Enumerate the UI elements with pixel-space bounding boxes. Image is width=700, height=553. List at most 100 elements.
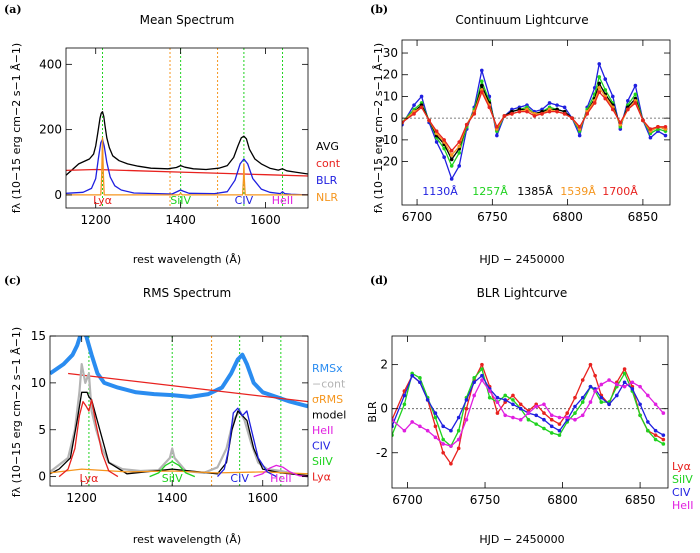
- series-line: [58, 399, 119, 478]
- series-line: [50, 468, 308, 475]
- y-tick-label: 0: [380, 402, 388, 416]
- data-point: [562, 112, 567, 116]
- data-point: [593, 389, 597, 393]
- data-point: [603, 96, 608, 101]
- x-tick-label: 6700: [392, 493, 423, 507]
- chart-panel-0: 1200 1400 1600 0 200 400 Lyα SiIV CIV HeII AVG cont…: [39, 47, 341, 227]
- data-point: [511, 393, 515, 398]
- legend-entry: HeII: [312, 424, 334, 437]
- axis-frame: [401, 39, 671, 206]
- ylabel-d: BLR: [366, 401, 379, 423]
- data-point: [633, 101, 638, 105]
- data-point: [549, 424, 554, 429]
- data-point: [472, 393, 476, 398]
- data-point: [419, 105, 424, 110]
- emission-line-label: HeII: [272, 194, 294, 207]
- xlabel-a: rest wavelength (Å): [133, 253, 241, 266]
- data-point: [580, 378, 585, 382]
- legend-entry: model: [312, 409, 346, 422]
- data-point: [607, 378, 611, 382]
- data-point: [653, 433, 658, 437]
- data-point: [480, 378, 484, 382]
- data-point: [547, 109, 552, 114]
- data-point: [542, 417, 546, 422]
- data-point: [597, 90, 602, 94]
- x-tick-label: 1400: [157, 491, 188, 505]
- data-point: [495, 400, 500, 404]
- data-point: [534, 413, 539, 418]
- legend-entry: σRMS: [312, 393, 343, 406]
- data-point: [480, 362, 484, 367]
- data-point: [511, 415, 515, 420]
- data-point: [457, 151, 462, 155]
- legend-entry: Lyα: [672, 460, 691, 473]
- data-point: [441, 450, 445, 455]
- data-point: [547, 101, 552, 105]
- data-point: [418, 376, 422, 380]
- data-point: [555, 109, 559, 114]
- data-point: [456, 428, 461, 433]
- data-point: [557, 428, 562, 433]
- series-line: [66, 168, 308, 177]
- data-point: [442, 138, 446, 142]
- data-point: [585, 112, 589, 116]
- data-point: [653, 437, 658, 442]
- chart-panel-1: 6700 6750 6800 6850 -20 -10 0 10 20 30 1130Å 1257Å 1…: [378, 39, 671, 224]
- data-point: [495, 411, 500, 415]
- data-point: [656, 125, 660, 129]
- data-point: [480, 367, 484, 371]
- legend-entry: CIV: [312, 440, 331, 453]
- data-point: [412, 112, 416, 116]
- series-line: [50, 363, 308, 478]
- axis-frame: [65, 47, 309, 209]
- data-point: [626, 98, 630, 103]
- x-tick-label: 6800: [552, 210, 583, 224]
- data-point: [597, 75, 602, 79]
- y-tick-label: 5: [38, 423, 46, 437]
- data-point: [392, 417, 394, 422]
- data-point: [525, 109, 529, 114]
- series-line: [392, 363, 664, 465]
- data-point: [449, 177, 454, 181]
- y-tick-label: 0: [390, 111, 398, 125]
- data-point: [588, 384, 593, 389]
- title-c: RMS Spectrum: [143, 286, 231, 300]
- data-point: [630, 387, 635, 391]
- y-tick-label: 2: [380, 358, 388, 372]
- data-point: [577, 125, 582, 129]
- plot-area: [392, 362, 668, 466]
- data-point: [433, 415, 438, 420]
- series-line: [66, 137, 308, 196]
- data-point: [648, 135, 653, 140]
- data-point: [565, 415, 570, 420]
- panel-tag-b: (b): [370, 3, 388, 16]
- data-point: [661, 433, 666, 437]
- data-point: [487, 389, 492, 393]
- data-point: [597, 85, 602, 90]
- data-point: [433, 411, 438, 415]
- data-point: [457, 140, 462, 144]
- legend-entry: HeII: [672, 499, 694, 512]
- data-point: [557, 433, 562, 437]
- x-tick-label: 1400: [165, 213, 196, 227]
- data-point: [433, 424, 438, 429]
- data-point: [449, 148, 454, 153]
- data-point: [410, 373, 414, 378]
- data-point: [532, 114, 537, 118]
- data-point: [593, 373, 597, 378]
- series-line: [149, 460, 196, 478]
- data-point: [562, 105, 567, 110]
- data-point: [663, 133, 668, 138]
- data-point: [638, 402, 642, 407]
- data-point: [441, 442, 445, 446]
- data-point: [615, 382, 619, 387]
- data-point: [456, 415, 461, 420]
- data-point: [464, 406, 469, 411]
- data-point: [449, 153, 454, 157]
- data-point: [633, 83, 638, 88]
- data-point: [588, 400, 593, 404]
- data-point: [549, 417, 554, 422]
- data-point: [638, 384, 642, 389]
- data-point: [503, 413, 507, 418]
